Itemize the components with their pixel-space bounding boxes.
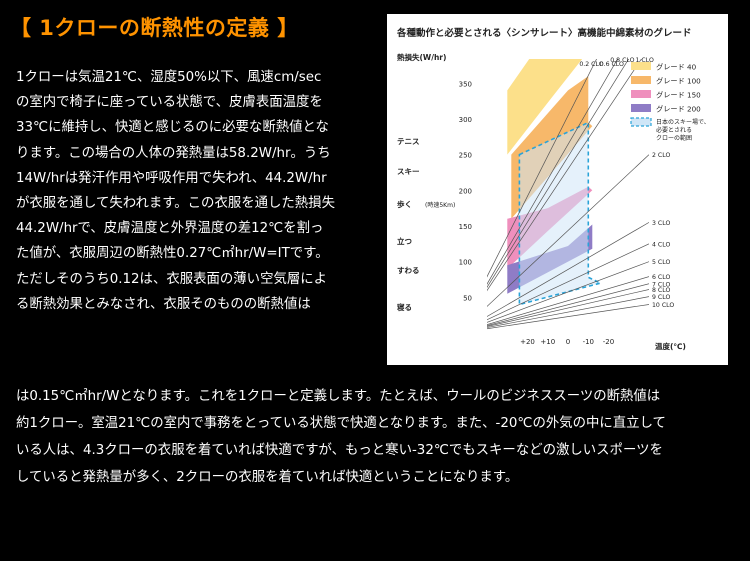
chart-y-tick-label: 250 (459, 152, 472, 160)
chart-y-tick-label: 350 (459, 80, 472, 88)
chart-region-japan-ski (518, 121, 603, 306)
chart-x-tick-label: +10 (540, 338, 555, 346)
intro-line: の室内で椅子に座っている状態で、皮膚表面温度を (16, 95, 323, 111)
legend-label-japan-ski: 日本のスキー場で、 (656, 118, 710, 126)
chart-activity-label: テニス (397, 137, 420, 146)
chart-series-label: 2 CLO (652, 152, 670, 159)
chart-series-label: 0.8 CLO (610, 57, 634, 64)
chart-series-line (487, 222, 649, 317)
chart-series-line (487, 59, 630, 288)
chart-series-line (487, 289, 649, 327)
chart-series-label: 1 CLO (636, 57, 654, 64)
intro-line: る断熱効果とみなされ、衣服そのものの断熱値は (16, 296, 311, 312)
chart-series-label: 0.6 CLO (600, 61, 624, 68)
intro-line: 44.2W/hrで、皮膚温度と外界温度の差12℃を割っ (16, 221, 324, 237)
intro-line: 14W/hrは発汗作用や呼吸作用で失われ、44.2W/hr (16, 170, 327, 186)
intro-line: 33℃に維持し、快適と感じるのに必要な断熱値とな (16, 120, 329, 136)
chart-series-line (487, 304, 649, 330)
legend-label: グレード 100 (656, 77, 701, 86)
chart-y-tick-label: 100 (459, 259, 472, 267)
intro-line: が衣服を通して失われます。この衣服を通した熱損失 (16, 196, 335, 212)
chart-y-tick-label: 200 (459, 187, 472, 195)
intro-line: 1クローは気温21℃、湿度50%以下、風速cm/sec (16, 70, 322, 85)
chart-series-label: 9 CLO (652, 294, 670, 301)
legend-swatch (631, 90, 651, 98)
chart-series-label: 6 CLO (652, 274, 670, 281)
chart-y-tick-label: 300 (459, 116, 472, 124)
chart-activity-label: 寝る (397, 302, 412, 312)
chart-activity-label: スキー (397, 167, 420, 176)
legend-label-japan-ski: 必要とされる (656, 126, 692, 134)
chart-series-line (487, 59, 597, 278)
chart-y-tick-label: 50 (463, 294, 472, 302)
intro-paragraph: 1クローは気温21℃、湿度50%以下、風速cm/sec の室内で椅子に座っている… (16, 65, 378, 317)
chart-series-label: 4 CLO (652, 241, 670, 248)
chart-series-label: 10 CLO (652, 302, 674, 309)
legend-label: グレード 200 (656, 105, 701, 114)
intro-line: ただしそのうち0.12は、衣服表面の薄い空気層によ (16, 271, 328, 287)
page-title: 【 1クローの断熱性の定義 】 (10, 16, 299, 40)
body-line: していると発熱量が多く、2クローの衣服を着ていれば快適ということになります。 (16, 470, 519, 485)
chart-series-label: 3 CLO (652, 220, 670, 227)
legend-swatch-japan-ski (630, 117, 652, 127)
clo-chart-panel: 各種動作と必要とされる〈シンサレート〉高機能中綿素材のグレード 熱損失(W/hr… (387, 14, 728, 365)
chart-title: 各種動作と必要とされる〈シンサレート〉高機能中綿素材のグレード (396, 27, 692, 39)
chart-series-label: 7 CLO (652, 281, 670, 288)
chart-series-line (487, 283, 649, 327)
chart-y-tick-label: 150 (459, 223, 472, 231)
chart-x-tick-label: -10 (583, 338, 594, 346)
legend-label: グレード 150 (656, 91, 701, 100)
chart-y-axis-label: 熱損失(W/hr) (397, 52, 446, 62)
intro-line: た値が、衣服周辺の断熱性0.27℃㎡hr/W=ITです。 (16, 246, 329, 262)
body-paragraph: は0.15℃㎡hr/Wとなります。これを1クローと定義します。たとえば、ウールの… (16, 383, 742, 491)
chart-band-grade-0 (507, 59, 583, 155)
chart-series-line (487, 243, 649, 321)
chart-x-tick-label: -20 (603, 338, 614, 346)
legend-swatch (631, 76, 651, 84)
chart-x-tick-label: 0 (566, 338, 570, 346)
clo-chart: 各種動作と必要とされる〈シンサレート〉高機能中綿素材のグレード 熱損失(W/hr… (396, 27, 710, 351)
chart-series-label: 5 CLO (652, 259, 670, 266)
body-line: は0.15℃㎡hr/Wとなります。これを1クローと定義します。たとえば、ウールの… (16, 389, 661, 404)
chart-series-label: 8 CLO (652, 287, 670, 294)
legend-label-japan-ski: クローの範囲 (656, 134, 692, 142)
legend-label: グレード 40 (656, 63, 697, 72)
chart-activity-label: すわる (397, 266, 420, 275)
body-line: 約1クロー。室温21℃の室内で事務をとっている状態で快適となります。また、-20… (16, 416, 666, 431)
chart-activity-label: 立つ (397, 236, 412, 246)
chart-series-label: 0.2 CLO (579, 61, 603, 68)
chart-series-line (487, 261, 649, 323)
chart-series-line (487, 59, 642, 292)
legend-swatch (631, 62, 651, 70)
body-line: いる人は、4.3クローの衣服を着ていれば快適ですが、もっと寒い-32℃でもスキー… (16, 443, 663, 458)
chart-activity-label: 歩く (397, 199, 412, 209)
chart-series-line (487, 296, 649, 328)
chart-clo-lines (487, 59, 649, 330)
legend-swatch (631, 104, 651, 112)
intro-line: ります。この場合の人体の発熱量は58.2W/hr。うち (16, 145, 331, 161)
chart-series-line (487, 154, 649, 307)
chart-series-line (487, 59, 618, 285)
chart-x-axis-label: 温度(℃) (655, 341, 686, 351)
chart-series-line (487, 276, 649, 325)
chart-activity-label: (時速5Km) (425, 201, 455, 209)
chart-x-tick-label: +20 (520, 338, 535, 346)
